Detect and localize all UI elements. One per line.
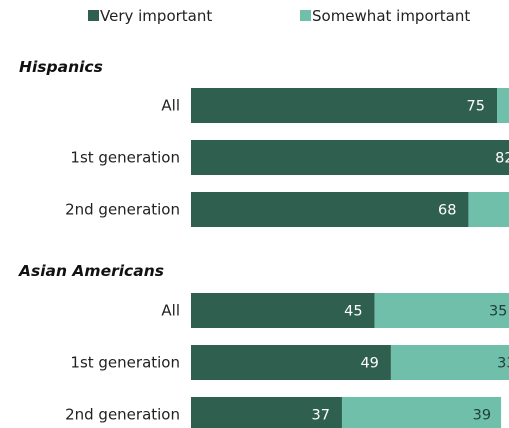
data-label-very-important-hispanics-1st-generation: 82 — [495, 151, 509, 167]
category-label-hispanics-2nd-generation: 2nd generation — [65, 201, 180, 219]
bar-very-important-asian-americans-2nd-generation — [191, 397, 342, 428]
legend-swatch-very-important — [88, 10, 99, 21]
legend: Very important Somewhat important — [88, 7, 470, 25]
data-label-very-important-hispanics-2nd-generation: 68 — [438, 203, 456, 219]
legend-swatch-somewhat-important — [300, 10, 311, 21]
bar-somewhat-important-hispanics-2nd-generation — [468, 192, 509, 227]
bar-very-important-asian-americans-all — [191, 293, 375, 328]
group-title-hispanics: Hispanics — [19, 58, 103, 76]
data-label-somewhat-important-asian-americans-all: 35 — [489, 304, 507, 320]
data-label-very-important-asian-americans-all: 45 — [344, 304, 362, 320]
data-label-somewhat-important-asian-americans-1st-generation: 33 — [497, 356, 509, 372]
data-label-very-important-asian-americans-1st-generation: 49 — [360, 356, 378, 372]
category-label-hispanics-all: All — [161, 97, 180, 115]
data-label-somewhat-important-asian-americans-2nd-generation: 39 — [473, 408, 491, 424]
bars: All75201st generation82142nd generation6… — [65, 88, 509, 428]
bar-somewhat-important-asian-americans-2nd-generation — [341, 397, 502, 428]
data-label-very-important-asian-americans-2nd-generation: 37 — [312, 408, 330, 424]
category-label-asian-americans-all: All — [161, 302, 180, 320]
group-title-asian-americans: Asian Americans — [18, 262, 164, 280]
legend-label-somewhat-important: Somewhat important — [312, 7, 470, 25]
category-label-asian-americans-2nd-generation: 2nd generation — [65, 406, 180, 424]
bar-somewhat-important-hispanics-all — [497, 88, 509, 123]
category-label-hispanics-1st-generation: 1st generation — [70, 149, 180, 167]
legend-label-very-important: Very important — [100, 7, 212, 25]
bar-very-important-hispanics-1st-generation — [191, 140, 509, 175]
bar-somewhat-important-asian-americans-all — [374, 293, 509, 328]
category-label-asian-americans-1st-generation: 1st generation — [70, 354, 180, 372]
data-label-very-important-hispanics-all: 75 — [467, 99, 485, 115]
bar-somewhat-important-asian-americans-1st-generation — [390, 345, 509, 380]
bar-very-important-asian-americans-1st-generation — [191, 345, 391, 380]
bar-very-important-hispanics-2nd-generation — [191, 192, 469, 227]
bar-very-important-hispanics-all — [191, 88, 497, 123]
